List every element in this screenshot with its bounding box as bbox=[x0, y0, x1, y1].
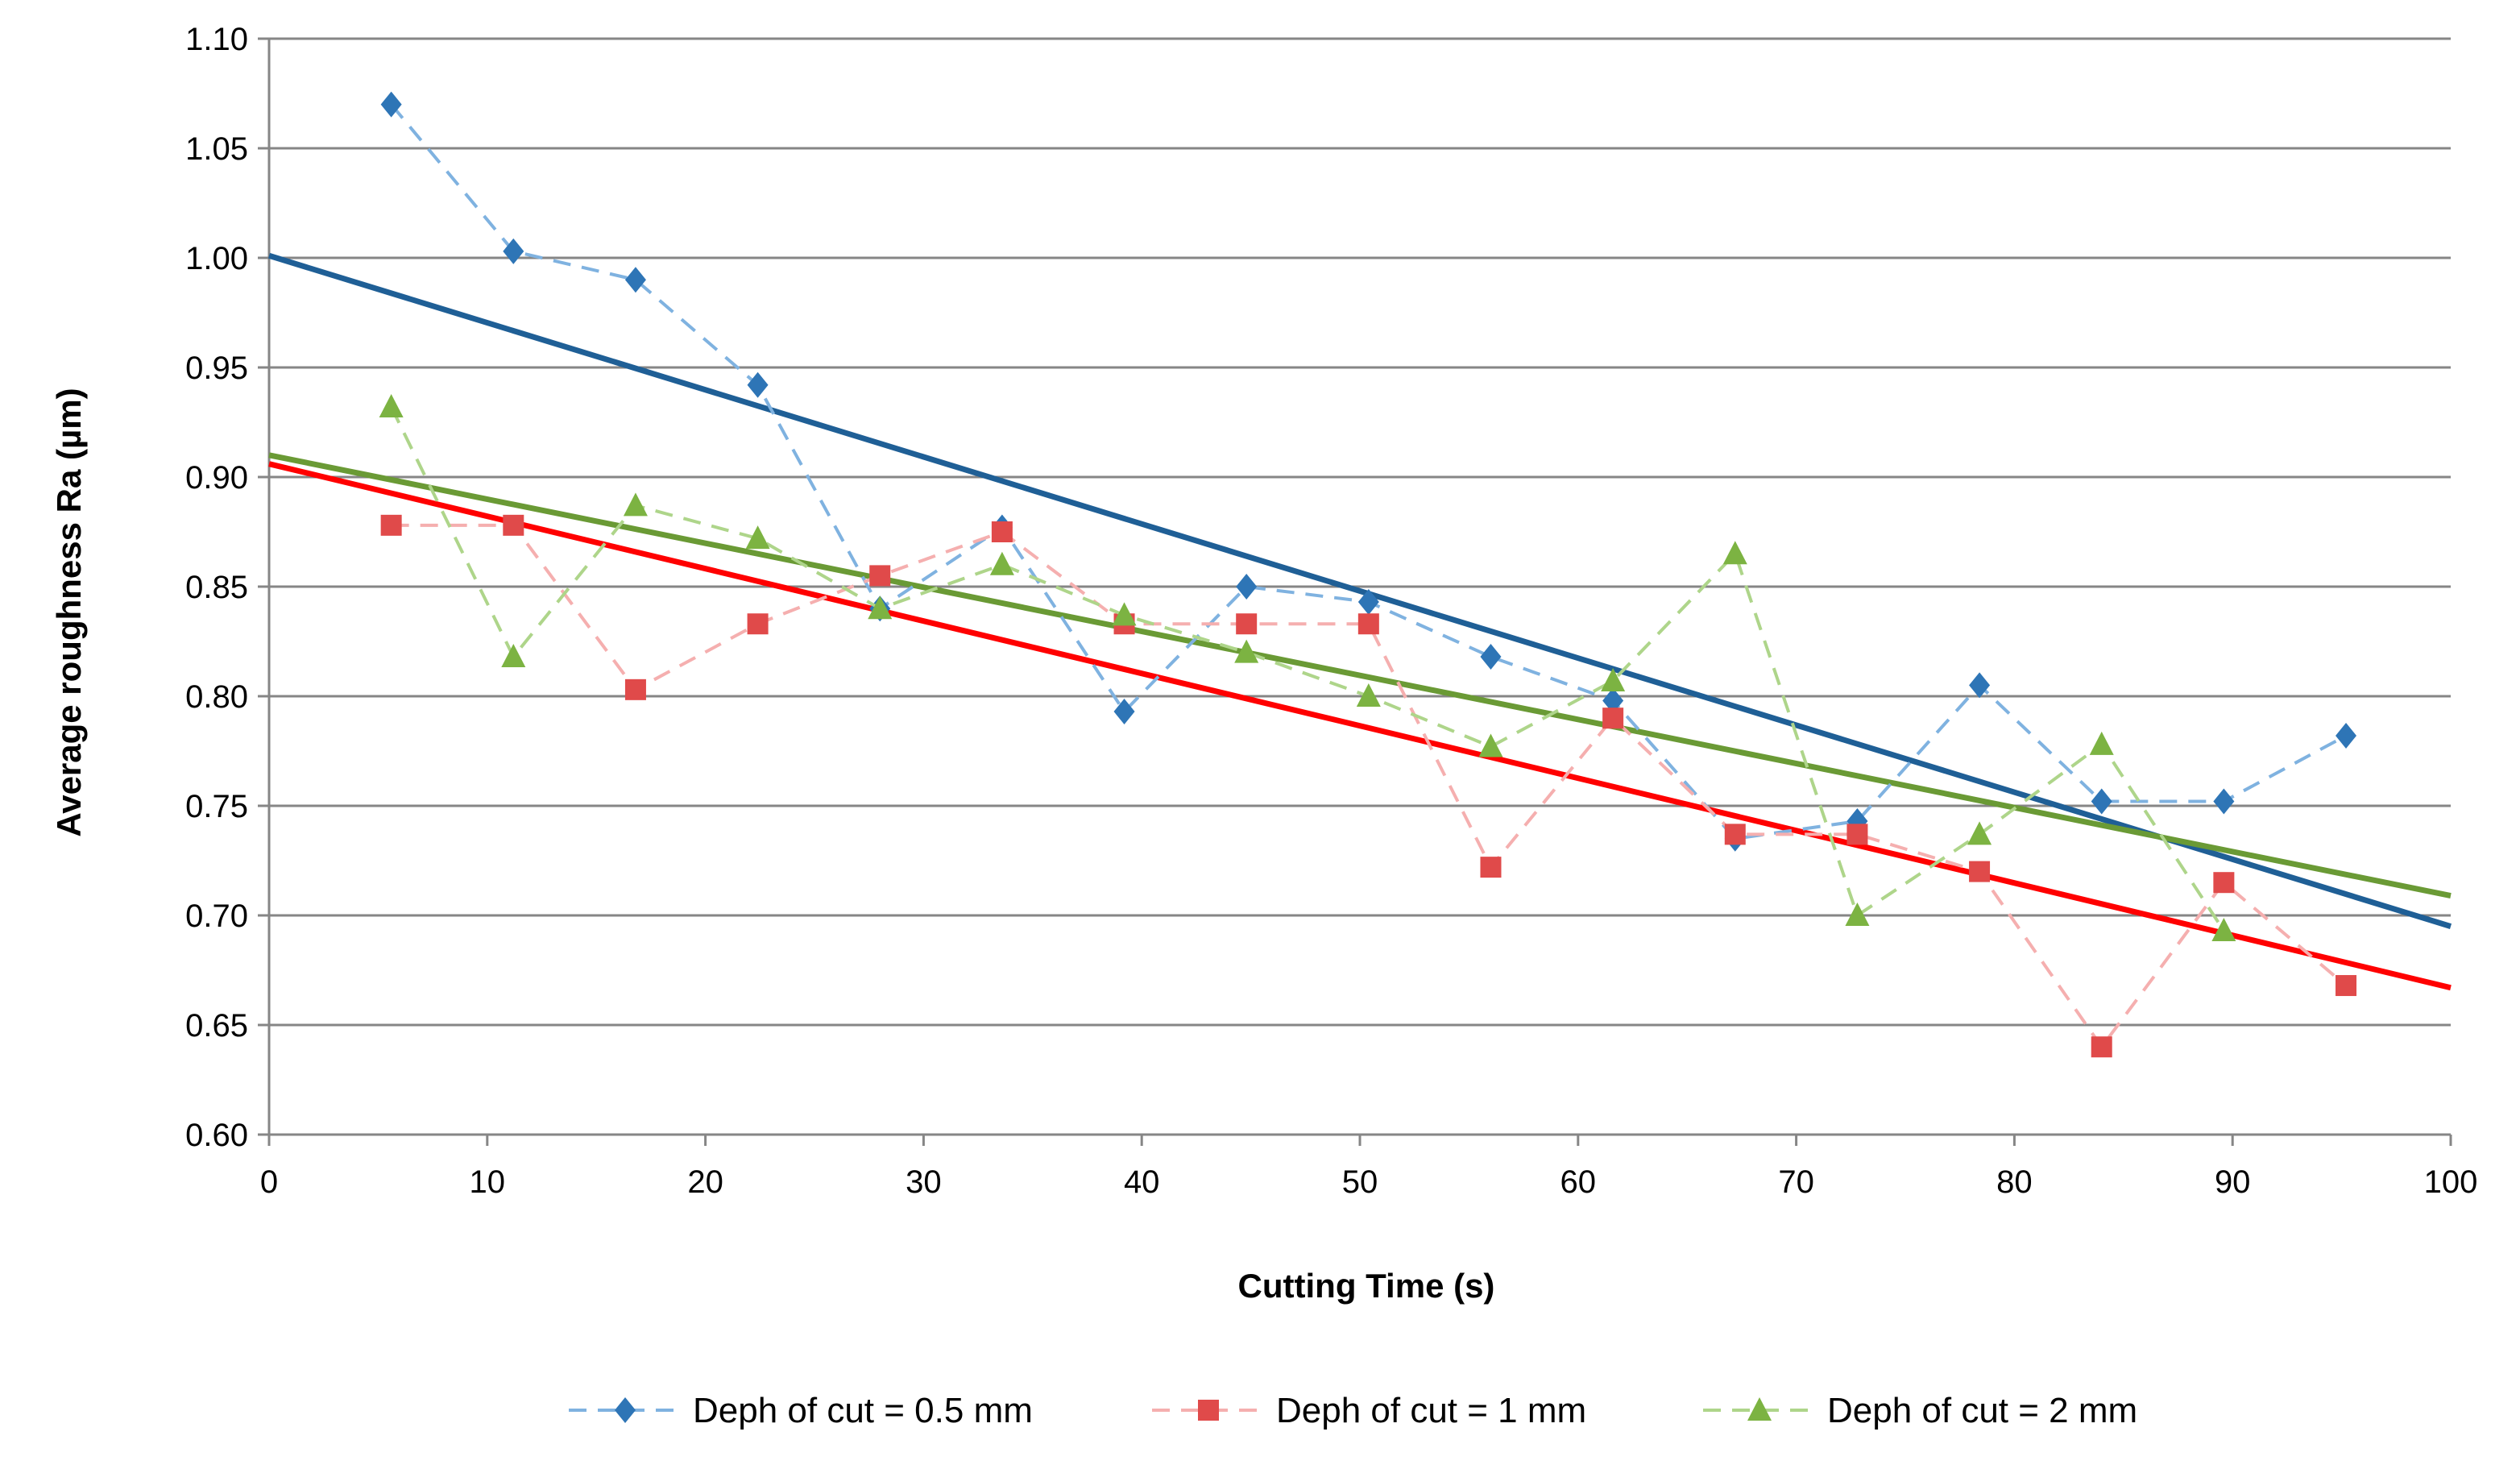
data-point-diamond bbox=[1357, 589, 1379, 616]
data-point-triangle bbox=[1601, 667, 1626, 691]
x-tick-label: 40 bbox=[1124, 1164, 1160, 1200]
series-line bbox=[389, 406, 2226, 932]
data-point-square bbox=[1969, 861, 1991, 882]
legend-label: Deph of cut = 2 mm bbox=[1827, 1391, 2137, 1430]
data-point-triangle bbox=[1845, 903, 1870, 926]
data-point-square bbox=[380, 514, 402, 536]
y-tick-label: 1.10 bbox=[185, 22, 248, 57]
series-1 bbox=[380, 91, 2357, 852]
data-point-triangle bbox=[379, 393, 404, 417]
x-tick-label: 90 bbox=[2215, 1164, 2251, 1200]
x-axis-title: Cutting Time (s) bbox=[1238, 1267, 1495, 1305]
data-point-triangle bbox=[2089, 731, 2114, 755]
data-point-diamond bbox=[2336, 722, 2357, 749]
trendline bbox=[268, 461, 2452, 991]
data-series bbox=[379, 91, 2357, 1058]
trendline bbox=[268, 452, 2452, 898]
data-point-diamond bbox=[2091, 788, 2112, 815]
data-point-square bbox=[2336, 975, 2357, 997]
data-point-square bbox=[2091, 1036, 2112, 1058]
legend-marker-square bbox=[1198, 1400, 1219, 1421]
series-3 bbox=[379, 393, 2236, 942]
grid-lines bbox=[269, 37, 2451, 1027]
x-tick-label: 100 bbox=[2424, 1164, 2478, 1200]
data-point-triangle bbox=[1112, 602, 1137, 626]
x-tick-label: 0 bbox=[260, 1164, 278, 1200]
legend-item: Deph of cut = 2 mm bbox=[1703, 1391, 2137, 1430]
data-point-diamond bbox=[380, 91, 402, 118]
data-point-diamond bbox=[747, 371, 769, 398]
legend-label: Deph of cut = 1 mm bbox=[1276, 1391, 1586, 1430]
y-axis-title: Average roughness Ra (µm) bbox=[50, 388, 88, 836]
data-point-square bbox=[624, 678, 646, 700]
x-tick-label: 60 bbox=[1560, 1164, 1597, 1200]
data-point-triangle bbox=[1356, 683, 1381, 707]
legend-item: Deph of cut = 1 mm bbox=[1152, 1391, 1586, 1430]
y-tick-label: 0.80 bbox=[185, 679, 248, 715]
data-point-square bbox=[503, 514, 524, 536]
data-point-square bbox=[991, 521, 1013, 542]
x-tick-label: 70 bbox=[1778, 1164, 1814, 1200]
legend: Deph of cut = 0.5 mm Deph of cut = 1 mm De… bbox=[569, 1391, 2137, 1430]
x-tick-label: 50 bbox=[1342, 1164, 1378, 1200]
axes bbox=[258, 37, 2452, 1146]
tick-labels: 0.60 0.65 0.70 0.75 0.80 0.85 0.90 0.95 1.00 1.05… bbox=[185, 22, 2477, 1200]
data-point-square bbox=[1846, 824, 1868, 845]
data-point-square bbox=[2213, 872, 2235, 894]
legend-marker-diamond bbox=[615, 1397, 636, 1423]
data-point-diamond bbox=[1846, 808, 1868, 835]
data-point-diamond bbox=[2213, 788, 2235, 815]
data-point-triangle bbox=[1234, 639, 1259, 663]
x-tick-label: 80 bbox=[1996, 1164, 2033, 1200]
data-point-diamond bbox=[1236, 574, 1258, 600]
y-tick-label: 1.00 bbox=[185, 241, 248, 276]
data-point-triangle bbox=[989, 551, 1014, 575]
data-point-triangle bbox=[1967, 821, 1992, 845]
data-point-square bbox=[1357, 613, 1379, 635]
data-point-triangle bbox=[1478, 733, 1503, 757]
y-tick-label: 0.75 bbox=[185, 789, 248, 824]
data-point-square bbox=[1236, 613, 1258, 635]
data-point-diamond bbox=[1602, 687, 1624, 714]
data-point-square bbox=[869, 565, 891, 587]
data-point-square bbox=[1724, 824, 1746, 845]
legend-label: Deph of cut = 0.5 mm bbox=[693, 1391, 1033, 1430]
x-tick-label: 30 bbox=[906, 1164, 942, 1200]
data-point-diamond bbox=[1113, 699, 1135, 725]
y-tick-label: 0.60 bbox=[185, 1118, 248, 1153]
trendlines bbox=[267, 252, 2452, 991]
data-point-diamond bbox=[1480, 644, 1502, 670]
data-point-triangle bbox=[2211, 918, 2236, 942]
data-point-triangle bbox=[1722, 541, 1747, 565]
data-point-diamond bbox=[503, 238, 524, 264]
data-point-triangle bbox=[745, 525, 770, 550]
data-point-diamond bbox=[1969, 672, 1991, 699]
y-tick-label: 1.05 bbox=[185, 131, 248, 167]
data-point-square bbox=[1480, 857, 1502, 878]
data-point-square bbox=[1602, 708, 1624, 729]
y-tick-label: 0.70 bbox=[185, 898, 248, 934]
trendline bbox=[267, 252, 2452, 929]
data-point-triangle bbox=[501, 644, 526, 668]
legend-item: Deph of cut = 0.5 mm bbox=[569, 1391, 1033, 1430]
legend-marker-triangle bbox=[1747, 1397, 1772, 1421]
series-line bbox=[391, 523, 2348, 1050]
data-point-triangle bbox=[623, 492, 648, 517]
y-tick-label: 0.95 bbox=[185, 351, 248, 386]
data-point-diamond bbox=[624, 267, 646, 293]
data-point-square bbox=[747, 613, 769, 635]
x-tick-label: 10 bbox=[470, 1164, 506, 1200]
x-tick-label: 20 bbox=[687, 1164, 723, 1200]
y-tick-label: 0.90 bbox=[185, 460, 248, 496]
y-tick-label: 0.85 bbox=[185, 570, 248, 605]
data-point-triangle bbox=[868, 595, 893, 620]
y-tick-label: 0.65 bbox=[185, 1008, 248, 1044]
